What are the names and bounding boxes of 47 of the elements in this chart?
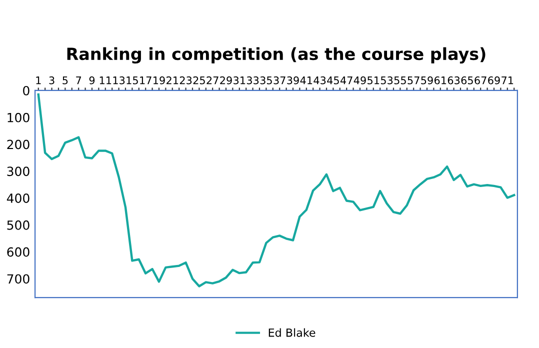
x-tick-label: 1 bbox=[36, 76, 41, 84]
x-tick-label: 31 bbox=[234, 76, 246, 84]
x-tick-label: 65 bbox=[461, 76, 473, 84]
x-tick-label: 37 bbox=[274, 76, 286, 84]
legend-label: Ed Blake bbox=[268, 328, 316, 337]
x-tick-label: 45 bbox=[327, 76, 339, 84]
y-tick-label: 500 bbox=[7, 220, 30, 230]
y-tick-label: 700 bbox=[7, 274, 30, 284]
x-tick-label: 55 bbox=[394, 76, 406, 84]
y-tick-label: 200 bbox=[7, 140, 30, 150]
x-tick-label: 61 bbox=[434, 76, 446, 84]
x-tick-label: 29 bbox=[220, 76, 232, 84]
x-tick-label: 23 bbox=[180, 76, 192, 84]
x-tick-label: 39 bbox=[287, 76, 299, 84]
x-tick-label: 49 bbox=[354, 76, 366, 84]
x-tick-label: 71 bbox=[502, 76, 514, 84]
x-tick-label: 41 bbox=[300, 76, 312, 84]
x-tick-label: 43 bbox=[314, 76, 326, 84]
x-tick-label: 33 bbox=[246, 76, 259, 84]
y-tick-label: 100 bbox=[8, 112, 30, 122]
x-tick-label: 19 bbox=[154, 76, 165, 84]
x-tick-label: 63 bbox=[448, 76, 460, 84]
x-tick-label: 27 bbox=[206, 76, 218, 84]
x-tick-label: 7 bbox=[76, 76, 82, 84]
x-tick-label: 17 bbox=[140, 76, 152, 84]
x-tick-label: 57 bbox=[408, 76, 420, 84]
x-tick-label: 5 bbox=[62, 76, 68, 84]
x-tick-label: 25 bbox=[193, 76, 205, 84]
x-tick-label: 53 bbox=[380, 76, 393, 84]
x-tick-label: 9 bbox=[89, 76, 95, 84]
x-tick-label: 15 bbox=[126, 76, 138, 84]
x-tick-label: 21 bbox=[166, 76, 178, 84]
x-tick-label: 13 bbox=[113, 76, 125, 84]
x-tick-label: 47 bbox=[340, 76, 352, 84]
y-tick-label: 400 bbox=[6, 194, 30, 203]
x-tick-label: 11 bbox=[100, 76, 112, 84]
x-tick-label: 35 bbox=[260, 76, 272, 84]
x-tick-label: 67 bbox=[474, 76, 486, 84]
y-tick-label: 300 bbox=[7, 166, 30, 176]
chart-title: Ranking in competition (as the course plays) bbox=[67, 47, 486, 64]
x-tick-label: 59 bbox=[421, 76, 433, 84]
x-tick-label: 3 bbox=[49, 76, 54, 84]
x-tick-label: 51 bbox=[368, 76, 380, 84]
y-tick-label: 600 bbox=[7, 247, 30, 257]
x-tick-label: 69 bbox=[488, 76, 500, 84]
y-tick-label: 0 bbox=[23, 86, 30, 96]
line-series bbox=[37, 93, 516, 288]
